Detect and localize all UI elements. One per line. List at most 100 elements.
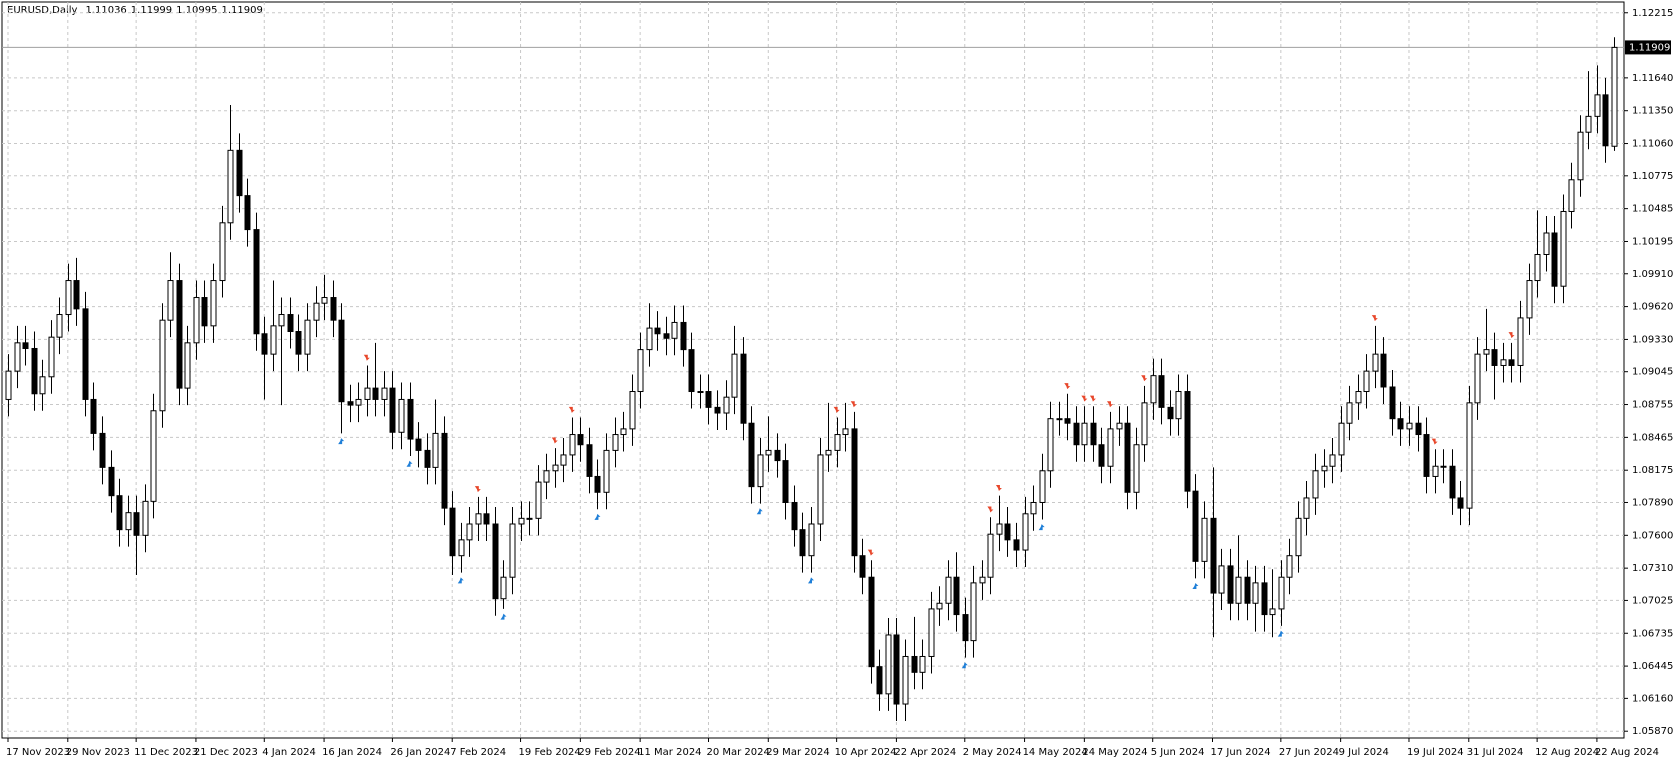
x-tick-label: 29 Feb 2024	[578, 747, 640, 758]
candle-body	[1295, 517, 1302, 557]
candle-body	[1440, 465, 1447, 468]
candle-body	[799, 529, 806, 557]
candle-body	[902, 655, 909, 705]
y-tick-label: 1.11640	[1632, 73, 1673, 84]
buy-signal	[808, 577, 814, 584]
candle-body	[1321, 465, 1328, 472]
candle-body	[569, 434, 576, 456]
x-tick-label: 14 May 2024	[1023, 747, 1088, 758]
x-tick-label: 4 Jan 2024	[262, 747, 316, 758]
sell-signal	[987, 506, 994, 513]
candle-body	[1269, 608, 1276, 616]
candle-body	[552, 464, 559, 472]
candle-body	[663, 333, 670, 339]
candle-body	[108, 466, 115, 497]
candle-body	[671, 321, 678, 339]
candle-body	[82, 308, 89, 400]
candle-body	[688, 349, 695, 393]
sell-signal	[833, 406, 840, 413]
y-tick-label: 1.08175	[1632, 465, 1673, 476]
candle-body	[1116, 422, 1123, 430]
candle-body	[193, 297, 200, 344]
candle-body	[543, 470, 550, 483]
candle-body	[705, 391, 712, 408]
sell-signal	[1508, 332, 1515, 339]
candle-body	[65, 280, 72, 316]
candle-body	[1346, 402, 1353, 424]
candle-body	[347, 401, 354, 406]
sell-signal	[867, 549, 874, 556]
candle-body	[842, 428, 849, 436]
candle-body	[1167, 406, 1174, 420]
candle-body	[295, 331, 302, 355]
chart-header: EURUSD,Daily 1.11036 1.11999 1.10995 1.11909	[7, 5, 263, 16]
candle-body	[176, 280, 183, 389]
candle-body	[825, 449, 832, 456]
candle-body	[1526, 280, 1533, 319]
candle-body	[859, 555, 866, 578]
candle-body	[1133, 444, 1140, 493]
y-tick-label: 1.07025	[1632, 595, 1673, 606]
candle-body	[637, 349, 644, 393]
x-tick-label: 31 Jul 2024	[1467, 747, 1524, 758]
candle-body	[1098, 444, 1105, 467]
x-tick-label: 29 Nov 2023	[66, 747, 130, 758]
x-tick-label: 5 Jun 2024	[1151, 747, 1205, 758]
x-tick-label: 22 Apr 2024	[894, 747, 956, 758]
candle-body	[526, 517, 533, 520]
candle-body	[159, 319, 166, 412]
candle-body	[1047, 418, 1054, 472]
candle-body	[1491, 349, 1498, 366]
y-tick-label: 1.11350	[1632, 106, 1673, 117]
candle-body	[1081, 422, 1088, 446]
candle-body	[355, 398, 362, 406]
candle-body	[372, 387, 379, 400]
sell-signal	[363, 354, 370, 361]
candle-body	[458, 539, 465, 557]
candle-body	[14, 342, 21, 372]
candle-body	[407, 398, 414, 440]
header-price: 1.11999	[131, 5, 172, 16]
x-tick-label: 19 Jul 2024	[1407, 747, 1464, 758]
y-tick-label: 1.09620	[1632, 302, 1673, 313]
candle-body	[1543, 232, 1550, 256]
candle-body	[1551, 232, 1558, 287]
y-tick-label: 1.09910	[1632, 269, 1673, 280]
candle-body	[1449, 465, 1456, 499]
candle-body	[740, 353, 747, 424]
candle-body	[697, 391, 704, 394]
candle-body	[945, 576, 952, 604]
y-tick-label: 1.06160	[1632, 693, 1673, 704]
x-tick-label: 26 Jan 2024	[390, 747, 450, 758]
candle-body	[1286, 555, 1293, 578]
sell-signal	[1431, 438, 1438, 445]
sell-signal	[1371, 315, 1378, 322]
candle-body	[893, 634, 900, 705]
x-tick-label: 29 Mar 2024	[766, 747, 829, 758]
symbol: EURUSD,Daily	[7, 5, 78, 16]
candle-body	[1013, 539, 1020, 551]
candle-body	[475, 513, 482, 525]
buy-signal	[756, 508, 763, 515]
candle-body	[441, 432, 448, 509]
candle-body	[31, 347, 38, 395]
candle-body	[1004, 523, 1011, 541]
candle-body	[1056, 418, 1063, 421]
x-tick-label: 9 Jul 2024	[1339, 747, 1389, 758]
candle-body	[603, 449, 610, 493]
candle-body	[1235, 576, 1242, 604]
candle-body	[1329, 454, 1336, 467]
buy-signal	[1038, 524, 1045, 531]
candle-body	[1278, 576, 1285, 610]
candle-body	[1124, 422, 1131, 493]
candle-body	[1432, 465, 1439, 477]
candle-body	[500, 576, 507, 600]
candle-body	[321, 297, 328, 304]
grid	[2, 2, 1624, 738]
candle-body	[1218, 565, 1225, 594]
x-tick-label: 16 Jan 2024	[322, 747, 382, 758]
candle-body	[304, 319, 311, 355]
candle-body	[1474, 353, 1481, 404]
y-tick-label: 1.10775	[1632, 171, 1673, 182]
